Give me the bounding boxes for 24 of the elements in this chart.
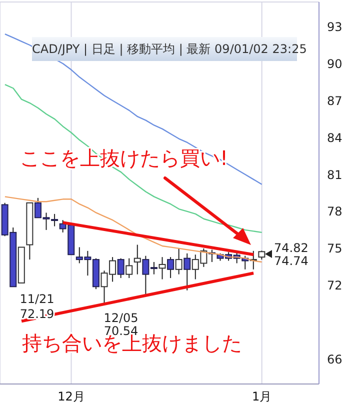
y-tick-label: 81: [327, 168, 342, 182]
line-series: [4, 196, 262, 263]
candlestick: [167, 256, 174, 279]
candlestick: [134, 244, 141, 275]
y-tick-label: 75: [327, 242, 342, 256]
candlestick: [158, 256, 166, 280]
y-tick-label: 66: [327, 352, 342, 367]
x-tick-label: 1月: [252, 390, 272, 404]
y-tick-label: 87: [327, 94, 342, 108]
candlestick: [175, 248, 182, 275]
text: CAD/JPY | 日足 | 移動平均 | 最新 09/01/02 23:25: [32, 41, 307, 58]
candlestick: [126, 258, 133, 279]
candlestick: [117, 258, 124, 279]
y-tick-label: 90: [327, 56, 342, 71]
y-tick-label: 78: [327, 204, 342, 219]
candlestick: [184, 252, 191, 291]
y-tick-label: 72: [327, 278, 342, 293]
annotation: 12/05: [104, 311, 138, 325]
annotation: 11/21: [20, 292, 54, 306]
text: 74.82: [274, 241, 308, 255]
text: 74.74: [274, 254, 308, 268]
x-tick-label: 12月: [58, 390, 85, 404]
y-tick-label: 93: [327, 20, 342, 34]
y-tick-label: 84: [327, 130, 342, 145]
